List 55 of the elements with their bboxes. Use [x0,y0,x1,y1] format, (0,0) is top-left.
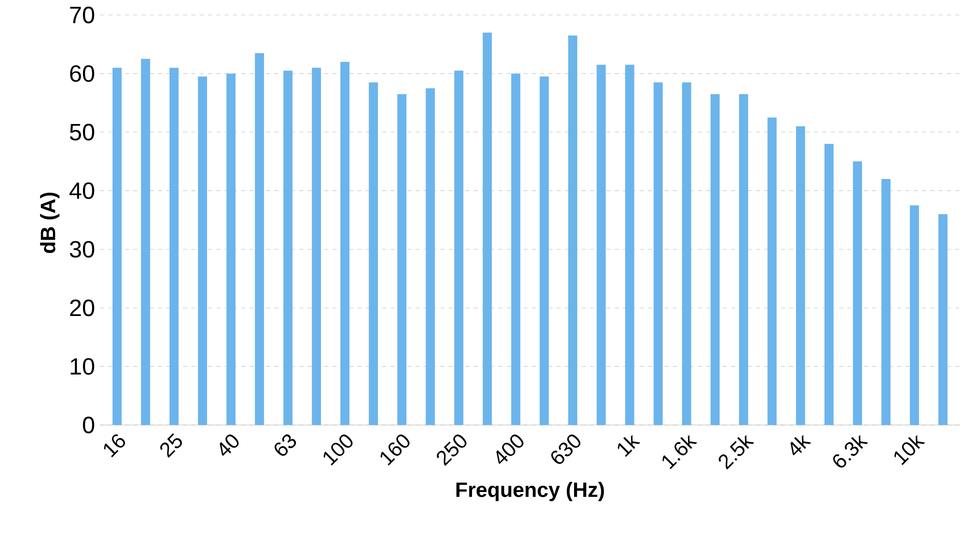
bar [654,82,663,425]
bar [141,58,150,425]
bar [768,117,777,425]
x-tick-label: 630 [551,434,580,464]
x-tick-label: 2.5k [718,434,754,470]
bar [198,76,208,425]
bar [568,35,578,425]
x-tick-label: 250 [436,434,466,466]
y-tick-label: 30 [70,240,94,258]
x-tick-label: 4k [790,434,812,456]
bar [340,62,350,425]
x-tick-label: 63 [274,434,296,456]
y-tick-label: 50 [70,124,94,140]
x-tick-label: 1.6k [662,434,698,470]
bar [852,161,862,425]
bar [482,32,492,425]
bar [511,74,520,425]
bar [226,74,236,425]
bar [283,70,293,425]
y-tick-label: 0 [82,416,94,434]
x-tick-label: 160 [380,434,410,466]
x-tick-label: 6.3k [833,434,868,468]
x-tick-label: 100 [324,434,353,466]
bar [682,82,692,425]
y-axis-title: dB (A) [40,192,60,254]
x-tick-label: 10k [894,434,926,466]
y-tick-label: 70 [70,6,94,24]
bar [596,64,606,425]
bar [454,70,464,425]
bar [739,94,748,425]
y-tick-label: 60 [70,65,94,82]
x-tick-label: 16 [104,434,126,458]
bar [112,68,122,425]
x-tick-label: 400 [496,434,524,464]
bar [254,53,264,425]
x-axis-title: Frequency (Hz) [456,482,604,502]
bar [368,82,378,425]
bar [881,179,891,425]
bar [426,88,435,425]
y-tick-label: 40 [69,182,94,200]
y-tick-label: 20 [70,300,94,316]
bar [824,144,834,425]
bar [710,94,720,425]
bar [540,76,549,425]
bar [312,68,321,425]
bar [938,214,948,425]
bar [397,94,406,425]
bar [625,64,634,425]
bar [169,68,179,425]
bar [910,205,920,425]
x-tick-label: 25 [160,433,182,458]
x-tick-label: 40 [220,434,239,456]
bar [796,126,806,425]
x-tick-label: 1k [618,434,640,457]
y-tick-label: 10 [70,358,94,375]
